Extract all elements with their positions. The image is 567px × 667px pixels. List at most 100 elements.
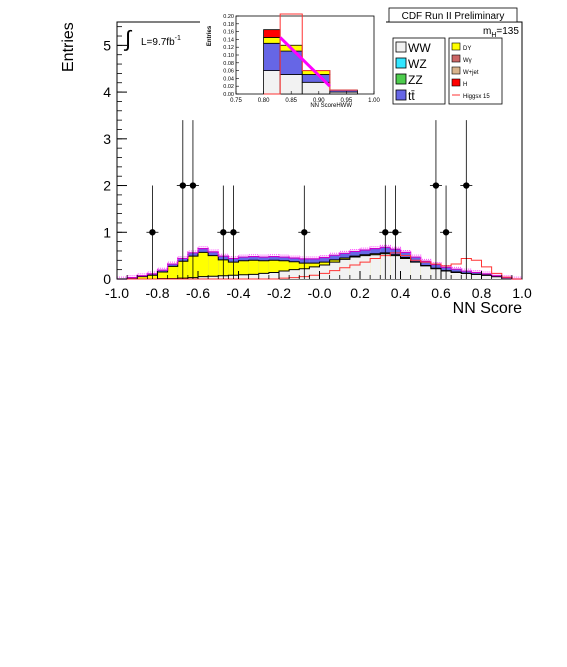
data-point	[149, 229, 156, 236]
hist-outline-dy	[117, 251, 522, 280]
y-tick-label: 5	[103, 37, 111, 53]
legend-label: Higgsx 15	[463, 94, 490, 100]
inset-y-tick-label: 0.10	[223, 53, 234, 59]
hist-bar-dy	[248, 260, 259, 279]
x-tick-label: -0.2	[267, 285, 291, 301]
x-tick-label: 0.2	[350, 285, 370, 301]
x-tick-label: -0.6	[186, 285, 210, 301]
x-tick-label: -0.8	[145, 285, 169, 301]
hist-bar-dy	[198, 252, 209, 279]
inset-x-tick-label: 1.00	[368, 98, 380, 104]
legend-label: WW	[408, 41, 431, 55]
hist-bar-ww	[208, 276, 219, 279]
hist-bar-dy	[238, 260, 249, 279]
hist-bar-ww	[248, 274, 259, 279]
x-axis: -1.0 -0.8 -0.6 -0.4 -0.2 -0.0 0.2 0.4 0.6 0.8 1.0	[105, 271, 532, 301]
inset-y-tick-label: 0.12	[223, 45, 234, 51]
y-tick-label: 1	[103, 224, 111, 240]
inset-x-tick-label: 0.80	[258, 98, 270, 104]
inset-y-tick-label: 0.16	[223, 30, 234, 36]
chart-title: CDF Run II Preliminary	[402, 11, 505, 22]
legend-swatch	[395, 89, 407, 101]
inset-x-tick-label: 0.85	[285, 98, 297, 104]
legend-swatch	[395, 41, 407, 53]
hist-bar-dy	[167, 266, 178, 279]
hist-bar-dy	[137, 276, 148, 279]
inset-bar	[263, 70, 281, 95]
inset-y-tick-label: 0.02	[223, 84, 234, 90]
legend: WW WZ ZZ tt̄ DY Wγ W+jet H Higgsx 15	[392, 37, 503, 105]
x-tick-label: 1.0	[512, 285, 532, 301]
hist-bar-ww	[258, 273, 269, 279]
legend-label: W+jet	[463, 70, 479, 76]
data-point	[432, 182, 440, 189]
luminosity-label: L=9.7fb-1	[141, 35, 181, 48]
x-tick-label: 0.8	[472, 285, 492, 301]
hist-bar-ww	[339, 259, 350, 279]
inset-y-tick-label: 0.06	[223, 69, 234, 75]
data-point	[220, 229, 227, 236]
hist-bar-ww	[400, 258, 411, 279]
x-tick-label: 0.4	[391, 285, 411, 301]
hist-bar-ww	[349, 257, 360, 279]
inset-y-tick-label: 0.04	[223, 76, 234, 82]
hist-bar-ww	[279, 271, 290, 279]
hist-bar-ww	[319, 264, 330, 279]
hist-bar-dy	[208, 255, 219, 279]
legend-label: tt̄	[408, 89, 415, 103]
hist-bar-ww	[309, 266, 320, 279]
legend-swatch	[395, 73, 407, 85]
legend-swatch	[451, 42, 461, 51]
legend-label: WZ	[408, 57, 427, 71]
legend-label: ZZ	[408, 73, 423, 87]
inset-y-tick-label: 0.08	[223, 61, 234, 67]
signal-x15-outline	[117, 252, 522, 280]
y-axis-label: Entries	[60, 22, 77, 72]
y-tick-label: 0	[103, 271, 111, 287]
y-tick-label: 4	[103, 84, 111, 100]
inset-y-axis-label: Entries	[207, 25, 213, 46]
inset-y-tick-label: 0.14	[223, 37, 234, 43]
hist-bar-dy	[258, 260, 269, 279]
x-tick-label: -1.0	[105, 285, 129, 301]
data-points	[146, 120, 473, 279]
mass-label: mH=135	[483, 26, 519, 39]
hist-bar-dy	[157, 271, 168, 279]
inset-signal-outline	[263, 13, 358, 95]
inset-bar	[263, 42, 281, 71]
legend-swatch	[395, 57, 407, 69]
inset-x-tick-label: 0.75	[230, 98, 242, 104]
legend-label: H	[463, 82, 467, 88]
hist-bar-dy	[268, 260, 279, 279]
data-point	[189, 182, 197, 189]
hist-bar-ww	[410, 262, 421, 279]
legend-label: DY	[463, 46, 471, 52]
hist-bar-ww	[289, 269, 300, 279]
inset-x-tick-label: 0.90	[313, 98, 325, 104]
data-point	[179, 182, 187, 189]
title-box	[388, 7, 518, 23]
hist-bar-ww	[238, 274, 249, 279]
inset-x-tick-label: 0.95	[341, 98, 353, 104]
inset-chart: 0.75 0.80 0.85 0.90 0.95 1.00 0.00 0.02 0.040.06…	[200, 8, 386, 112]
legend-label: Wγ	[463, 58, 472, 64]
inset-bar	[263, 37, 281, 44]
hist-bar-ww	[360, 255, 371, 279]
data-point	[382, 229, 389, 236]
hist-bar-ww	[481, 275, 492, 279]
x-axis-label: NN Score	[453, 300, 522, 317]
legend-swatch	[451, 54, 461, 63]
inset-y-tick-label: 0.18	[223, 22, 234, 28]
x-tick-label: -0.4	[226, 285, 250, 301]
data-point	[442, 229, 450, 236]
hist-bar-ww	[370, 254, 381, 279]
hist-bar-ww	[198, 276, 209, 279]
inset-fit-line	[279, 36, 331, 88]
hist-bar-ww	[491, 276, 502, 279]
y-tick-label: 3	[103, 131, 111, 147]
hist-outline-other	[117, 246, 522, 280]
legend-swatch	[451, 78, 461, 87]
x-tick-label: 0.6	[431, 285, 451, 301]
inset-y-tick-label: 0.20	[223, 14, 234, 20]
